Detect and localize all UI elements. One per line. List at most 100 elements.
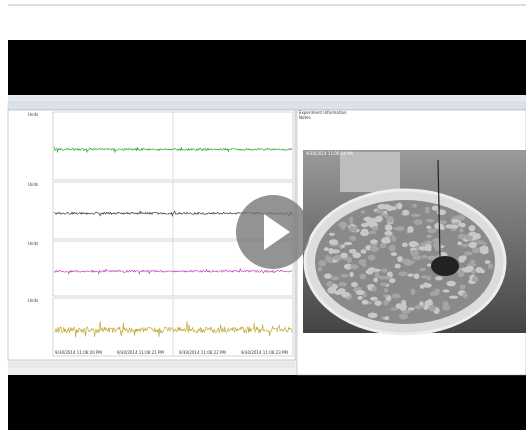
pebble — [450, 225, 458, 228]
pebble — [370, 246, 379, 252]
pebble — [410, 250, 419, 256]
channel-label: Units — [28, 182, 38, 187]
pebble — [341, 244, 345, 248]
menu-bar — [8, 95, 526, 102]
pebble — [368, 255, 376, 261]
pebble — [349, 272, 353, 277]
pebble — [349, 216, 353, 223]
pebble — [350, 264, 358, 269]
pebble — [325, 255, 330, 262]
video-image: 9/30/2014 11:06:24 PM — [303, 150, 526, 334]
channel-strip: Units — [28, 112, 293, 180]
pebble — [408, 307, 415, 310]
pebble — [458, 234, 466, 240]
pebble — [384, 231, 392, 235]
pebble — [349, 236, 356, 241]
toolbar — [8, 102, 526, 110]
pebble — [398, 271, 407, 276]
pebble — [374, 300, 381, 306]
pebble — [401, 300, 406, 306]
pebble — [414, 273, 420, 279]
pebble — [442, 301, 448, 306]
pebble — [380, 282, 388, 285]
pebble — [340, 253, 348, 259]
pebble — [412, 204, 416, 208]
video-embed: Experiment Information Notes 9/30/2014 1… — [0, 0, 526, 430]
pebble — [331, 249, 340, 253]
pebble — [372, 286, 377, 292]
pebble — [402, 210, 409, 216]
pebble — [338, 222, 347, 229]
pebble — [370, 239, 378, 243]
pebble — [360, 211, 365, 214]
channel-label: Units — [28, 298, 38, 303]
pebble — [411, 289, 416, 295]
pebble — [324, 247, 329, 251]
pebble — [377, 204, 386, 210]
pebble — [331, 276, 339, 280]
pebble — [361, 223, 369, 227]
pebble — [437, 209, 446, 215]
pebble — [471, 270, 475, 275]
play-button[interactable] — [236, 195, 310, 269]
pebble — [369, 231, 377, 234]
pebble — [421, 275, 427, 278]
pebble — [338, 282, 347, 287]
pebble — [451, 219, 459, 222]
pebble — [351, 282, 358, 287]
pebble — [375, 210, 383, 213]
pebble — [413, 219, 422, 225]
pebble — [349, 225, 354, 232]
pebble — [381, 268, 387, 272]
time-label: 9/30/2014 11:06:20 PM — [55, 350, 102, 355]
pebble — [399, 314, 408, 320]
pebble — [386, 237, 390, 240]
pebble — [357, 296, 362, 300]
pebble — [344, 242, 352, 245]
pebble — [443, 289, 450, 292]
pebble — [485, 260, 491, 264]
pebble — [422, 255, 427, 259]
pebble — [391, 236, 396, 242]
pebble — [388, 245, 395, 252]
pebble — [363, 217, 372, 222]
pebble — [383, 294, 388, 297]
pebble — [463, 292, 468, 299]
pebble — [446, 281, 456, 287]
pebble — [424, 300, 430, 307]
pebble — [394, 264, 400, 269]
pebble — [356, 290, 365, 295]
pebble — [327, 287, 336, 294]
pebble — [435, 276, 443, 280]
pebble — [361, 229, 368, 234]
pebble — [397, 203, 402, 210]
scrollbar — [8, 362, 295, 368]
pebble — [380, 243, 387, 248]
pebble — [326, 281, 333, 287]
pebble — [368, 313, 378, 319]
pebble — [402, 242, 408, 247]
pebble — [411, 214, 421, 217]
pebble — [318, 267, 322, 272]
pebble — [488, 263, 493, 269]
pebble — [372, 269, 381, 272]
pebble — [329, 233, 335, 236]
pebble — [459, 285, 465, 290]
animal — [431, 256, 459, 276]
pebble — [386, 216, 394, 223]
pebble — [353, 226, 357, 233]
pebble — [341, 292, 350, 298]
pebble — [319, 260, 327, 266]
pebble — [419, 268, 426, 271]
pebble — [472, 276, 478, 282]
pebble — [460, 228, 464, 233]
pebble — [425, 209, 429, 213]
pebble — [426, 219, 435, 223]
pebble — [464, 251, 472, 255]
pebble — [407, 274, 413, 277]
pebble — [469, 242, 477, 248]
pebble — [461, 244, 469, 248]
time-label: 9/30/2014 11:06:23 PM — [241, 350, 288, 355]
notes-label: Notes — [299, 115, 311, 120]
pebble — [480, 246, 489, 251]
